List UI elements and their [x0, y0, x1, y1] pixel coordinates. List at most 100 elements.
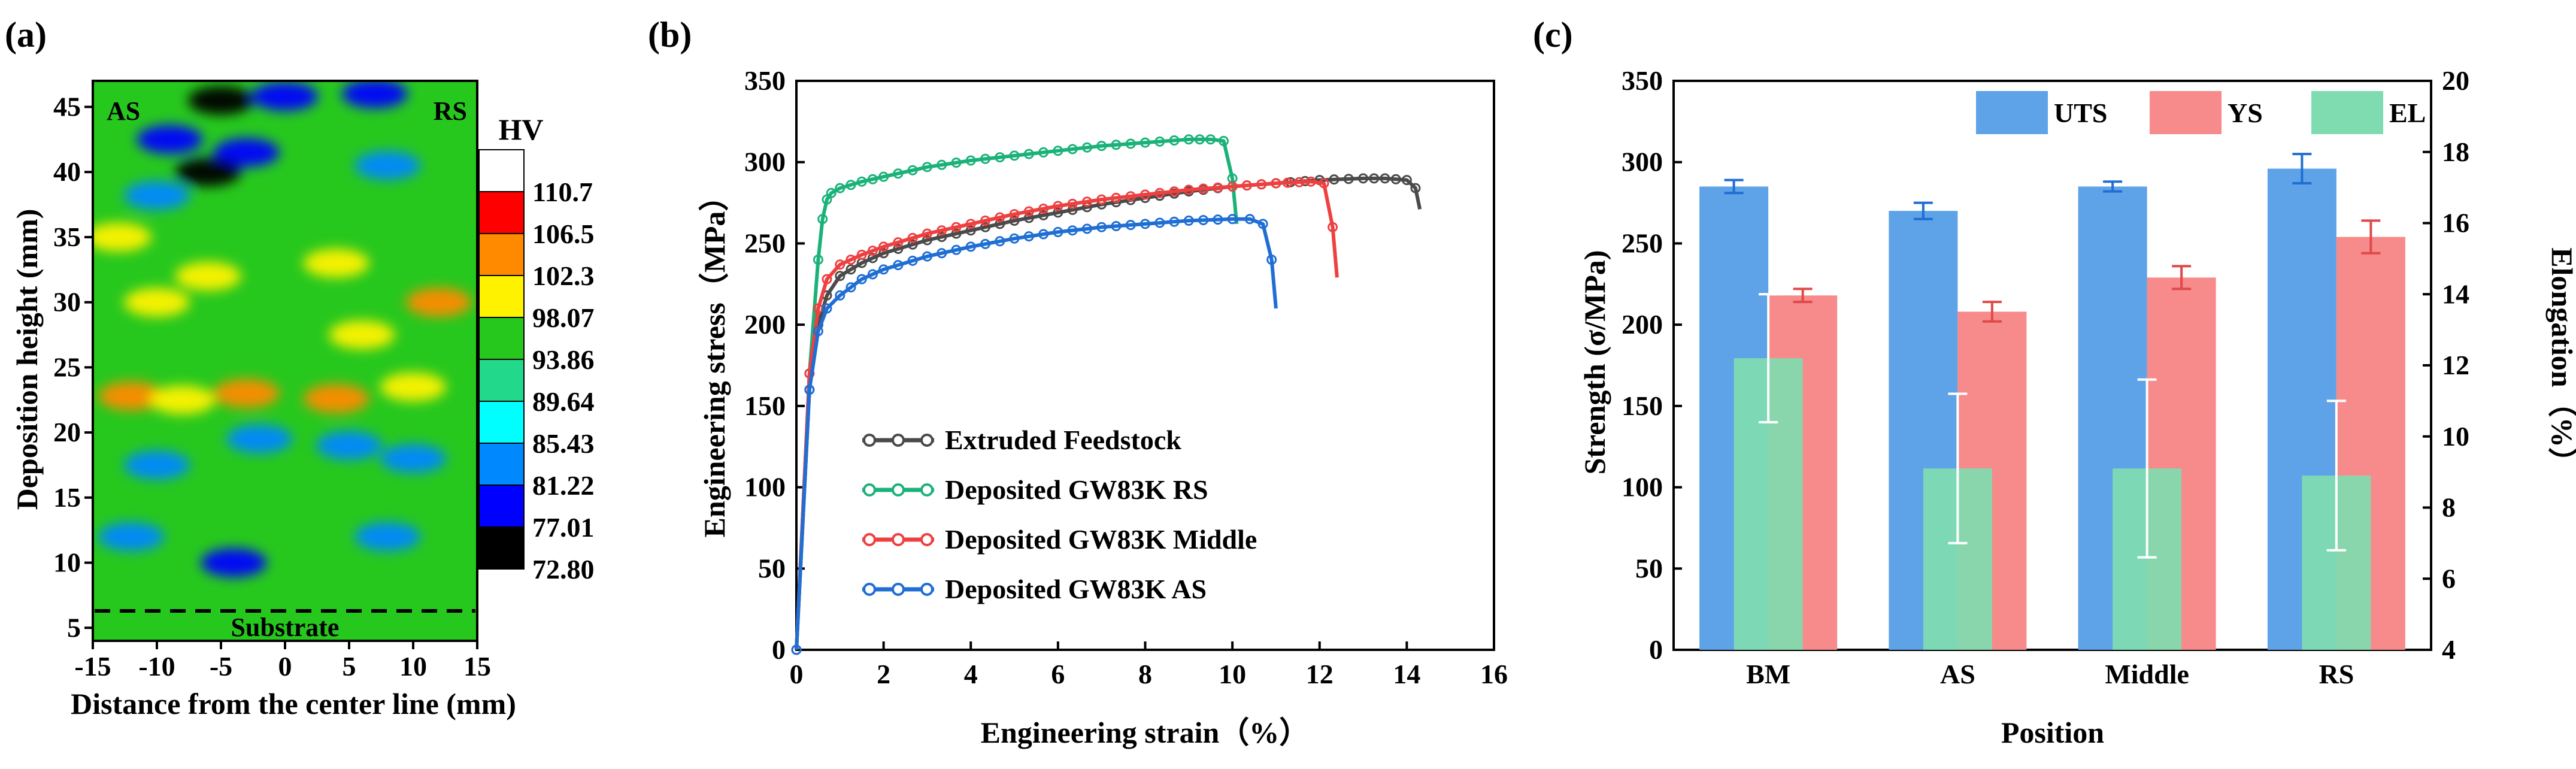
legend-marker-1 — [863, 483, 876, 496]
hardness-region-15 — [149, 385, 216, 414]
legend-label-0: UTS — [2054, 98, 2107, 128]
curve-marker-3 — [980, 238, 991, 249]
legend-label-2: EL — [2389, 98, 2426, 128]
curve-marker-1 — [1125, 138, 1136, 149]
y-tick-label-right: 10 — [2442, 421, 2469, 452]
curve-marker-3 — [867, 269, 878, 280]
curve-marker-2 — [1140, 189, 1150, 200]
curve-marker-0 — [1023, 213, 1034, 223]
curve-marker-2 — [965, 219, 976, 229]
curve-marker-2 — [951, 222, 962, 232]
curve-marker-3 — [1111, 220, 1122, 231]
rs-tag: RS — [434, 96, 467, 126]
panel-c-x-title: Position — [2001, 716, 2104, 749]
colorbar-cell-6 — [478, 401, 525, 444]
curve-marker-2 — [1023, 206, 1034, 217]
hardness-region-7 — [124, 181, 190, 210]
curve-marker-2 — [1282, 177, 1293, 188]
y-tick-label-right: 6 — [2442, 563, 2456, 594]
curve-marker-0 — [1390, 174, 1401, 184]
colorbar-cell-0 — [478, 149, 525, 192]
curve-marker-2 — [893, 237, 904, 248]
y-tick-label: 40 — [53, 156, 81, 187]
curve-marker-1 — [922, 162, 932, 172]
curve-marker-3 — [922, 251, 932, 262]
hardness-region-18 — [380, 372, 446, 401]
curve-marker-1 — [826, 187, 837, 198]
y-tick-label: 200 — [744, 309, 786, 340]
x-tick-label: AS — [1940, 659, 1975, 689]
y-tick-label-left: 350 — [1622, 65, 1663, 96]
panel-b: (b) 0 2 4 6 8 10 12 14 16 0 50 100 150 200 250 300 350 E… — [648, 15, 1508, 749]
y-tick-label: 10 — [53, 547, 81, 578]
curve-marker-2 — [1213, 182, 1223, 193]
curve-marker-2 — [937, 225, 947, 236]
curve-marker-1 — [878, 171, 889, 182]
curve-marker-1 — [965, 155, 976, 166]
curve-marker-3 — [1125, 220, 1136, 231]
curve-marker-2 — [1096, 194, 1107, 205]
curve-marker-0 — [937, 232, 947, 243]
y-tick-label-left: 300 — [1622, 147, 1663, 177]
panel-b-label: (b) — [648, 15, 692, 55]
x-tick-label: 14 — [1393, 659, 1420, 689]
curve-marker-0 — [1358, 173, 1369, 184]
hardness-region-24 — [98, 522, 165, 552]
colorbar-level-label: 93.86 — [532, 344, 595, 375]
curve-marker-1 — [1195, 134, 1205, 145]
curve-marker-0 — [1009, 215, 1020, 226]
panel-b-legend: Extruded Feedstock Deposited GW83K RS Depo… — [862, 425, 1257, 604]
curve-marker-1 — [817, 214, 828, 225]
curve-marker-1 — [893, 168, 904, 179]
curve-marker-1 — [1183, 134, 1194, 145]
curve-marker-1 — [1154, 136, 1165, 147]
panel-a-x-title: Distance from the center line (mm) — [71, 687, 516, 720]
curve-marker-2 — [1038, 204, 1049, 214]
x-tick-label: 12 — [1306, 659, 1334, 689]
hardness-region-17 — [303, 384, 369, 413]
hardness-region-10 — [303, 249, 369, 278]
legend-marker-3 — [920, 583, 934, 596]
y-tick-label: 5 — [67, 612, 81, 643]
curve-marker-2 — [1009, 209, 1020, 220]
curve-marker-3 — [822, 303, 832, 314]
x-tick-label: BM — [1746, 659, 1790, 689]
curve-marker-2 — [1125, 191, 1136, 202]
y-tick-label: 35 — [53, 222, 81, 252]
strength-elongation-bars — [1699, 153, 2405, 650]
y-tick-label: 30 — [53, 287, 81, 317]
hardness-region-16 — [213, 379, 280, 408]
legend-label-1: YS — [2228, 98, 2263, 128]
y-tick-label-right: 12 — [2442, 350, 2469, 380]
panel-a-label: (a) — [5, 15, 47, 55]
y-tick-label-right: 16 — [2442, 208, 2469, 238]
y-tick-label-right: 14 — [2442, 278, 2469, 309]
x-tick-label: 6 — [1051, 659, 1065, 689]
hardness-region-4 — [175, 158, 241, 187]
hardness-region-13 — [329, 320, 395, 350]
curve-marker-0 — [1380, 173, 1390, 184]
x-tick-label: -10 — [138, 651, 175, 682]
hardness-region-1 — [252, 82, 318, 111]
hardness-region-0 — [188, 86, 254, 115]
hardness-region-8 — [93, 222, 151, 252]
curve-marker-3 — [1096, 222, 1107, 232]
curve-marker-1 — [951, 158, 962, 168]
y-tick-label-left: 0 — [1649, 634, 1663, 665]
curve-marker-2 — [822, 274, 832, 284]
curve-marker-2 — [922, 228, 932, 239]
curve-marker-3 — [813, 326, 823, 337]
curve-marker-2 — [1241, 180, 1252, 191]
curve-marker-0 — [1401, 175, 1412, 186]
y-tick-label: 250 — [744, 228, 786, 258]
panel-a-y-title: Deposition height (mm) — [10, 209, 44, 510]
legend-marker-2 — [863, 533, 876, 546]
colorbar-level-label: 98.07 — [532, 302, 595, 333]
hardness-region-25 — [354, 522, 421, 552]
curve-marker-3 — [1198, 215, 1209, 226]
curve-marker-3 — [1154, 217, 1165, 228]
curve-marker-3 — [835, 290, 845, 301]
x-tick-label: Middle — [2105, 659, 2189, 689]
y-tick-label-right: 4 — [2442, 634, 2456, 665]
curve-marker-1 — [1219, 135, 1229, 146]
